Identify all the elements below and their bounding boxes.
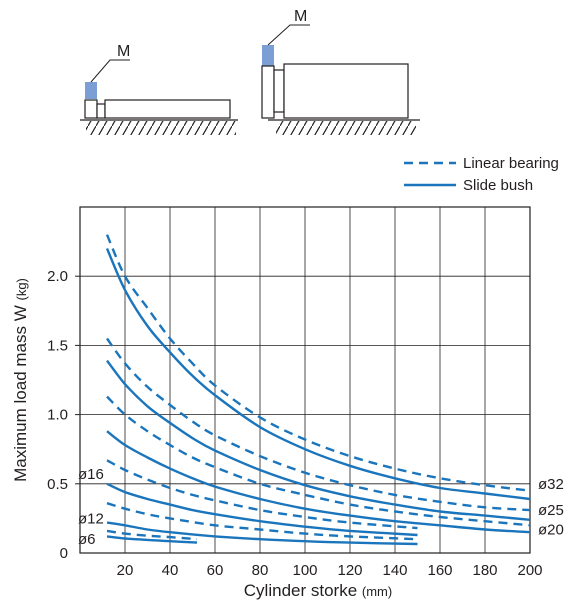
x-tick-label: 100 (292, 562, 317, 579)
x-tick-label: 140 (382, 562, 407, 579)
left-ground-hatch (86, 121, 236, 135)
slide-bush-curve-6 (106, 535, 198, 544)
linear-bearing-curve-3 (106, 395, 531, 527)
x-tick-label: 180 (472, 562, 497, 579)
series-label-bg (81, 510, 107, 527)
x-tick-labels: 20 40 60 80 100 120 140 160 180 200 (117, 562, 543, 579)
x-axis-title: Cylinder storke (mm) (244, 581, 392, 600)
x-axis-unit: (mm) (362, 584, 392, 599)
y-tick-label: 0 (60, 545, 68, 562)
series-label-dia-16: ø16 (78, 466, 104, 483)
series-label-bg (81, 531, 107, 548)
series-label-dia-12: ø12 (78, 510, 104, 527)
linear-bearing-curve-2 (106, 337, 531, 512)
left-flange (96, 103, 106, 119)
slide-bush-curve-4 (106, 482, 418, 537)
x-tick-label: 20 (117, 562, 134, 579)
plot-grid (75, 206, 531, 554)
x-tick-label: 160 (427, 562, 452, 579)
linear-bearing-curve-4 (106, 459, 418, 530)
plot-series (105, 234, 531, 546)
right-rod-end (261, 65, 275, 119)
series-label-dia-25: ø25 (538, 502, 564, 519)
linear-bearing-curve-1 (105, 234, 531, 492)
legend: Linear bearing Slide bush (404, 155, 559, 194)
y-axis-unit: (kg) (14, 278, 29, 300)
x-axis-label: Cylinder storke (244, 581, 357, 600)
left-rod-end (84, 99, 98, 119)
y-tick-labels: 0 0.5 1.0 1.5 2.0 (47, 268, 68, 562)
right-mass-label: M (294, 8, 307, 25)
series-label-bg (81, 466, 107, 483)
y-tick-label: 1.5 (47, 337, 68, 354)
y-tick-label: 0.5 (47, 476, 68, 493)
legend-label-slide-bush: Slide bush (463, 177, 533, 194)
left-mass-label: M (117, 43, 130, 60)
y-tick-label: 1.0 (47, 407, 68, 424)
left-mass-leader (90, 59, 130, 83)
slide-bush-curve-1 (105, 248, 531, 501)
slide-bush-curve-3 (106, 430, 531, 534)
y-axis-label: Maximum load mass W (11, 305, 30, 482)
x-tick-label: 120 (337, 562, 362, 579)
linear-bearing-curve-5 (106, 502, 418, 541)
x-tick-label: 60 (207, 562, 224, 579)
series-label-dia-20: ø20 (538, 521, 564, 538)
mounting-diagram-left: M (80, 43, 238, 135)
right-ground-hatch (276, 121, 416, 135)
y-tick-label: 2.0 (47, 268, 68, 285)
series-label-dia-32: ø32 (538, 476, 564, 493)
left-mass-block (85, 82, 97, 99)
y-axis-title: Maximum load mass W (kg) (11, 278, 30, 482)
left-cylinder-body (104, 99, 231, 119)
slide-bush-curve-5 (106, 521, 418, 546)
slide-bush-curve-2 (106, 359, 531, 521)
right-cylinder-body (283, 63, 409, 119)
x-tick-label: 200 (517, 562, 542, 579)
right-mass-leader (267, 24, 310, 46)
x-tick-label: 80 (252, 562, 269, 579)
x-tick-label: 40 (162, 562, 179, 579)
legend-label-linear-bearing: Linear bearing (463, 155, 559, 172)
series-labels: ø32 ø25 ø20 ø16 ø12 ø6 (78, 466, 564, 548)
mounting-diagram-right: M (261, 8, 420, 135)
right-flange (273, 69, 285, 113)
right-mass-block (262, 45, 274, 66)
series-label-dia-6: ø6 (78, 531, 96, 548)
